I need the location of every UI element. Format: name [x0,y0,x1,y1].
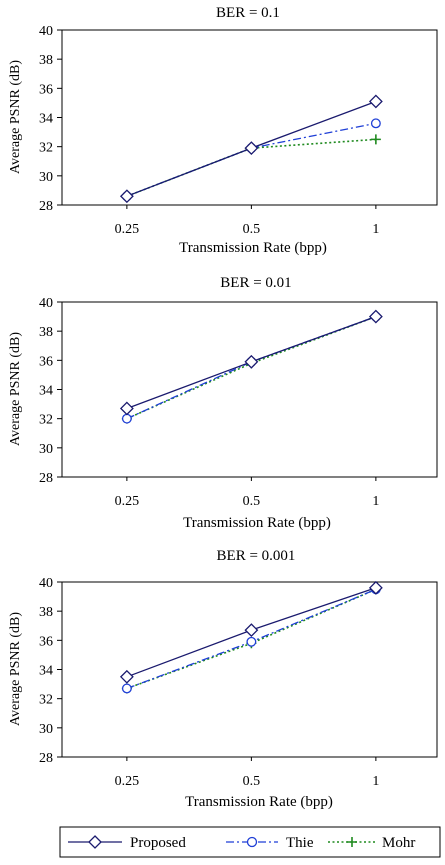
chart-1-x-tick-label-2: 1 [372,222,379,237]
chart-1-plot-area [61,29,438,206]
chart-3-series-thie-point-0 [121,683,132,694]
chart-3-y-tick-label-3: 34 [39,664,53,679]
chart-3-series-proposed-point-2 [368,580,383,595]
legend-label-mohr: Mohr [382,835,415,851]
chart-3-series-proposed-point-1 [244,623,259,638]
chart-2-series-proposed-point-2 [368,309,383,324]
chart-2-title: BER = 0.01 [220,275,291,291]
legend-entry-thie: Thie [226,835,314,851]
legend-marker-mohr [347,837,357,847]
legend-label-proposed: Proposed [130,835,186,851]
chart-2-series-proposed-point-1 [244,354,259,369]
chart-2-x-tick-label-1: 0.5 [243,494,261,509]
chart-3-x-axis-label: Transmission Rate (bpp) [185,794,333,810]
legend-entry-proposed: Proposed [68,835,186,851]
chart-1-series-thie-point-2 [370,118,381,129]
legend-label-thie: Thie [286,835,314,851]
chart-1-y-tick-label-6: 40 [39,24,53,39]
chart-panel-3: BER = 0.001 Average PSNR (dB) Transmissi… [8,548,438,810]
chart-2-y-tick-label-1: 30 [39,442,53,457]
legend-marker-thie [246,836,258,848]
chart-1-series-mohr-line [126,138,376,197]
chart-2-x-axis-label: Transmission Rate (bpp) [183,515,331,531]
chart-panel-2: BER = 0.01 Average PSNR (dB) Transmissio… [8,275,438,531]
chart-2-y-tick-label-4: 36 [39,354,53,369]
chart-1-y-tick-label-5: 38 [39,53,53,68]
chart-1-series-mohr-point-2 [370,134,381,145]
chart-2-series-proposed-point-0 [119,401,134,416]
chart-3-y-tick-label-4: 36 [39,634,53,649]
chart-1-y-tick-label-2: 32 [39,141,53,156]
chart-2-y-tick-label-2: 32 [39,413,53,428]
chart-3-y-tick-label-6: 40 [39,576,53,591]
chart-1-y-tick-label-1: 30 [39,170,53,185]
chart-2-y-tick-label-3: 34 [39,384,53,399]
chart-3-y-axis-label: Average PSNR (dB) [8,612,23,726]
chart-3-y-tick-label-5: 38 [39,605,53,620]
chart-3-x-tick-label-2: 1 [372,774,379,789]
chart-2-y-tick-label-0: 28 [39,471,53,486]
chart-1-x-tick-label-1: 0.5 [243,222,261,237]
chart-1-title: BER = 0.1 [216,5,280,21]
legend-entry-mohr: Mohr [328,835,415,851]
chart-1-y-tick-label-4: 36 [39,82,53,97]
chart-2-x-tick-label-2: 1 [372,494,379,509]
chart-1-y-tick-label-3: 34 [39,112,53,127]
chart-1-x-axis-label: Transmission Rate (bpp) [179,240,327,256]
chart-1-series-thie-line [126,122,377,197]
legend: Proposed Thie Mohr [59,826,441,858]
chart-3-series-proposed-point-0 [119,669,134,684]
chart-3-x-tick-label-1: 0.5 [243,774,261,789]
legend-marker-proposed [88,835,102,849]
chart-1-x-tick-label-0: 0.25 [115,222,140,237]
chart-2-y-axis-label: Average PSNR (dB) [8,332,23,446]
chart-1-y-tick-label-0: 28 [39,199,53,214]
chart-panel-1: BER = 0.1 Average PSNR (dB) Transmission… [8,5,438,256]
chart-1-series-proposed-point-2 [368,94,383,109]
chart-2-x-tick-label-0: 0.25 [115,494,140,509]
chart-1-series-proposed-point-1 [244,141,259,156]
chart-3-y-tick-label-2: 32 [39,693,53,708]
chart-1-series-proposed-point-0 [119,189,134,204]
chart-3-y-tick-label-1: 30 [39,722,53,737]
chart-3-plot-area [61,581,438,758]
chart-3-y-tick-label-0: 28 [39,751,53,766]
chart-3-x-tick-label-0: 0.25 [115,774,140,789]
chart-3-title: BER = 0.001 [217,548,296,564]
chart-2-series-thie-point-0 [121,413,132,424]
chart-2-plot-area [61,301,438,478]
chart-1-y-axis-label: Average PSNR (dB) [8,60,23,174]
chart-3-series-thie-point-1 [246,636,257,647]
chart-2-y-tick-label-5: 38 [39,325,53,340]
chart-2-y-tick-label-6: 40 [39,296,53,311]
